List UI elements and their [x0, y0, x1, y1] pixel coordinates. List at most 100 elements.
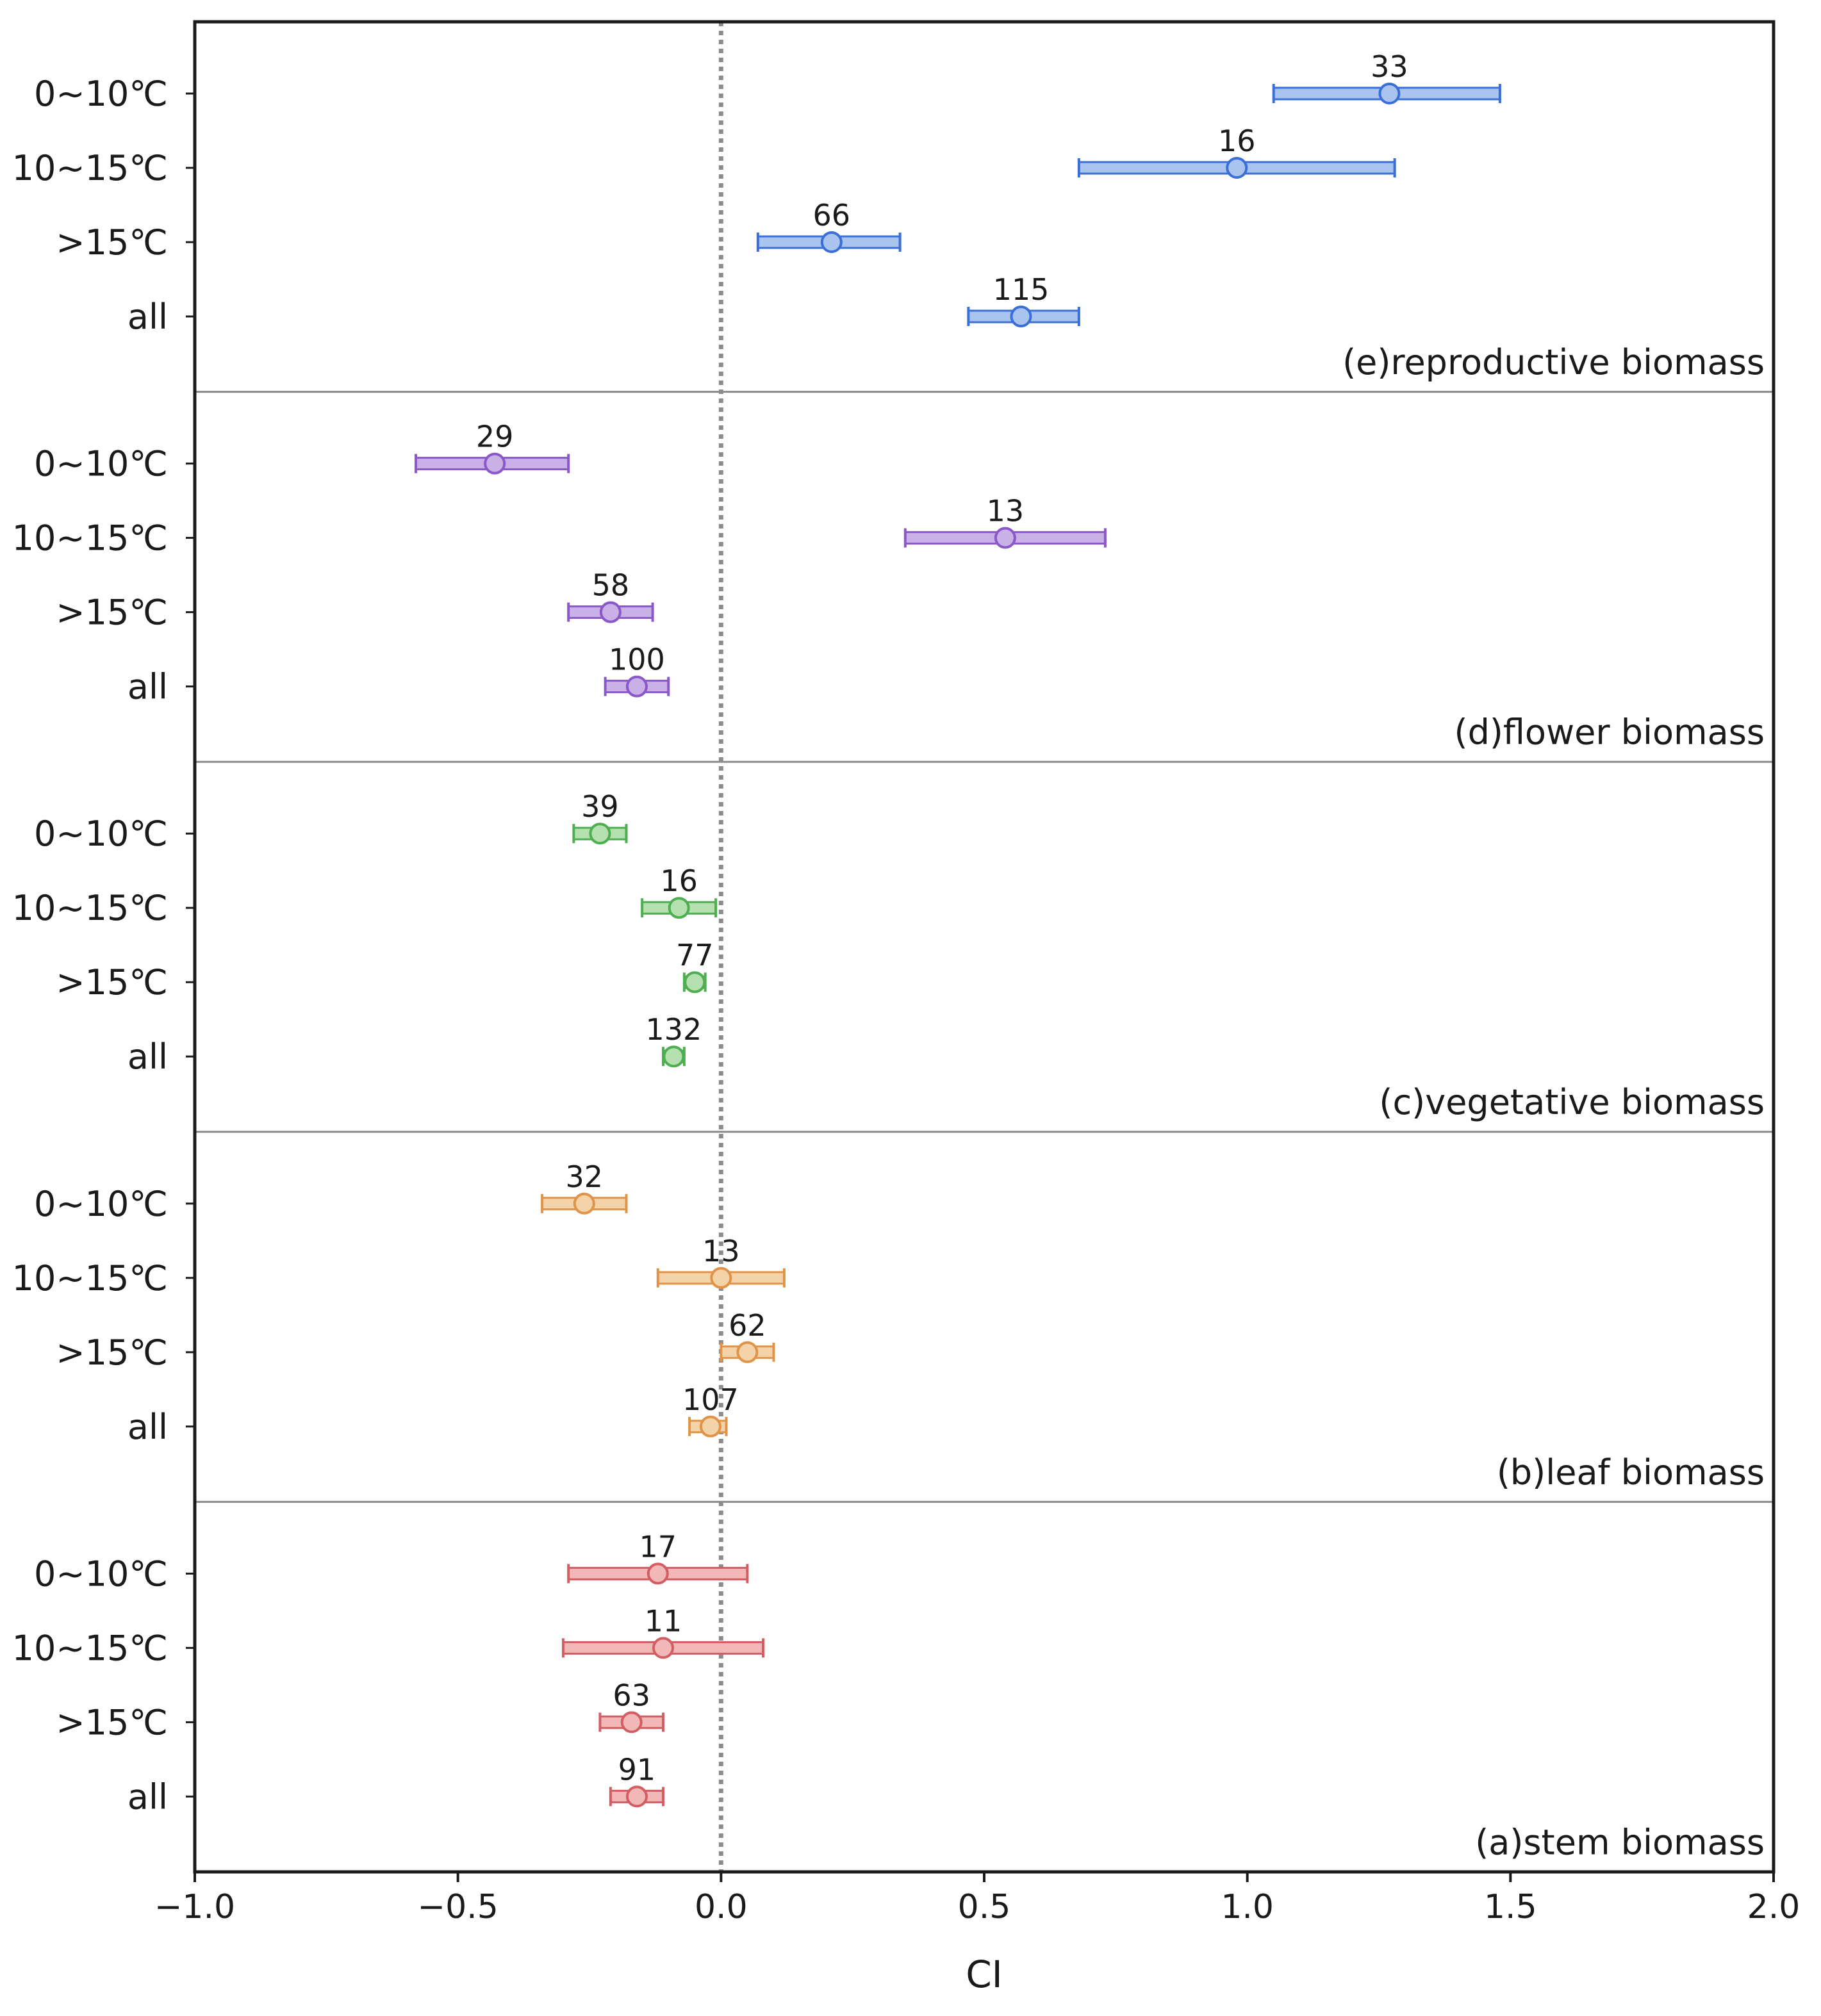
y-category-label: >15℃ [56, 1332, 168, 1373]
data-row: >15℃ 62 [56, 1308, 775, 1373]
plot-border [193, 20, 1776, 1874]
data-row: >15℃ 63 [56, 1678, 664, 1742]
data-row: 10~15℃ 13 [12, 494, 1107, 559]
data-row: all 132 [128, 1012, 702, 1077]
mean-point [684, 971, 706, 994]
data-row: 10~15℃ 11 [12, 1603, 765, 1668]
mean-point [736, 1341, 759, 1363]
panel-title: (e)reproductive biomass [1342, 342, 1765, 382]
x-tick-label: 2.0 [1747, 1888, 1800, 1926]
panel-title: (d)flower biomass [1454, 712, 1765, 753]
data-row: all 115 [128, 272, 1080, 337]
mean-point [625, 1785, 648, 1808]
sample-size-label: 115 [993, 272, 1050, 307]
sample-size-label: 16 [1218, 124, 1256, 158]
mean-point [647, 1562, 669, 1585]
mean-point [484, 452, 506, 475]
x-tick-label: −0.5 [418, 1888, 499, 1926]
sample-size-label: 100 [609, 643, 665, 677]
y-category-label: 0~10℃ [34, 1553, 168, 1594]
plot-frame [193, 20, 1776, 1874]
sample-size-label: 29 [476, 420, 514, 454]
y-category-label: 10~15℃ [12, 148, 168, 188]
data-row: >15℃ 77 [56, 938, 713, 1003]
y-category-label: 0~10℃ [34, 74, 168, 114]
x-axis: −1.0 −0.5 0.0 0.5 1.0 1.5 2.0 [154, 1872, 1800, 1926]
sample-size-label: 33 [1371, 49, 1408, 84]
sample-size-label: 58 [592, 568, 630, 603]
y-category-label: 0~10℃ [34, 444, 168, 484]
sample-size-label: 66 [813, 198, 851, 233]
mean-point [599, 601, 622, 623]
data-row: >15℃ 66 [56, 198, 902, 263]
mean-point [994, 527, 1016, 549]
y-category-label: 10~15℃ [12, 1258, 168, 1299]
data-row: 10~15℃ 13 [12, 1234, 786, 1299]
sample-size-label: 107 [682, 1382, 739, 1417]
panel: (d)flower biomass 0~10℃ 29 10~15℃ 13 >15℃ 58 al… [12, 420, 1765, 753]
data-row: >15℃ 58 [56, 568, 654, 633]
data-row: 10~15℃ 16 [12, 124, 1396, 188]
y-category-label: 10~15℃ [12, 888, 168, 928]
y-category-label: >15℃ [56, 962, 168, 1003]
mean-point [1378, 83, 1401, 104]
x-axis-label: CI [966, 1953, 1003, 1996]
mean-point [1226, 157, 1248, 179]
y-category-label: 0~10℃ [34, 814, 168, 854]
sample-size-label: 17 [639, 1529, 677, 1564]
x-tick-label: −1.0 [154, 1888, 235, 1926]
panel-backgrounds [195, 391, 1774, 1503]
y-category-label: all [128, 1776, 168, 1817]
panel: (a)stem biomass 0~10℃ 17 10~15℃ 11 >15℃ 63 all 9… [12, 1529, 1765, 1862]
sample-size-label: 62 [729, 1308, 766, 1343]
sample-size-label: 63 [613, 1678, 650, 1712]
y-category-label: 10~15℃ [12, 518, 168, 559]
y-category-label: all [128, 667, 168, 707]
sample-size-label: 132 [646, 1012, 702, 1047]
sample-size-label: 32 [566, 1160, 604, 1194]
data-row: all 107 [128, 1382, 739, 1447]
panel: (e)reproductive biomass 0~10℃ 33 10~15℃ 16 >1… [12, 49, 1765, 382]
panel-title: (b)leaf biomass [1497, 1452, 1765, 1493]
data-row: 0~10℃ 17 [34, 1529, 749, 1594]
panel: (b)leaf biomass 0~10℃ 32 10~15℃ 13 >15℃ 62 all 1… [12, 1160, 1765, 1493]
mean-point [573, 1192, 595, 1215]
sample-size-label: 16 [660, 864, 698, 898]
mean-point [652, 1637, 674, 1659]
data-row: 0~10℃ 33 [34, 49, 1501, 114]
data-row: 0~10℃ 39 [34, 789, 628, 854]
mean-point [699, 1415, 721, 1438]
panel: (c)vegetative biomass 0~10℃ 39 10~15℃ 16 >15℃… [12, 789, 1765, 1122]
x-tick-label: 1.5 [1484, 1888, 1537, 1926]
sample-size-label: 13 [987, 494, 1025, 529]
y-category-label: all [128, 1037, 168, 1077]
mean-point [620, 1711, 643, 1733]
sample-size-label: 39 [581, 789, 619, 824]
y-category-label: 0~10℃ [34, 1184, 168, 1224]
mean-point [589, 823, 611, 845]
data-row: 10~15℃ 16 [12, 864, 718, 928]
sample-size-label: 13 [702, 1234, 740, 1268]
mean-point [1010, 306, 1032, 327]
panel-title: (c)vegetative biomass [1379, 1082, 1765, 1122]
mean-point [668, 897, 690, 919]
x-tick-label: 0.0 [695, 1888, 748, 1926]
data-row: all 91 [128, 1752, 664, 1817]
sample-size-label: 91 [618, 1752, 656, 1787]
y-category-label: >15℃ [56, 1702, 168, 1742]
mean-point [663, 1045, 685, 1068]
mean-point [625, 675, 648, 698]
y-category-label: >15℃ [56, 593, 168, 633]
data-row: 0~10℃ 32 [34, 1160, 628, 1224]
mean-point [820, 231, 843, 253]
y-category-label: all [128, 297, 168, 337]
sample-size-label: 11 [645, 1603, 682, 1638]
mean-point [710, 1266, 732, 1289]
y-category-label: >15℃ [56, 222, 168, 263]
y-category-label: 10~15℃ [12, 1628, 168, 1668]
y-category-label: all [128, 1407, 168, 1447]
panel-title: (a)stem biomass [1475, 1822, 1765, 1862]
sample-size-label: 77 [676, 938, 714, 972]
